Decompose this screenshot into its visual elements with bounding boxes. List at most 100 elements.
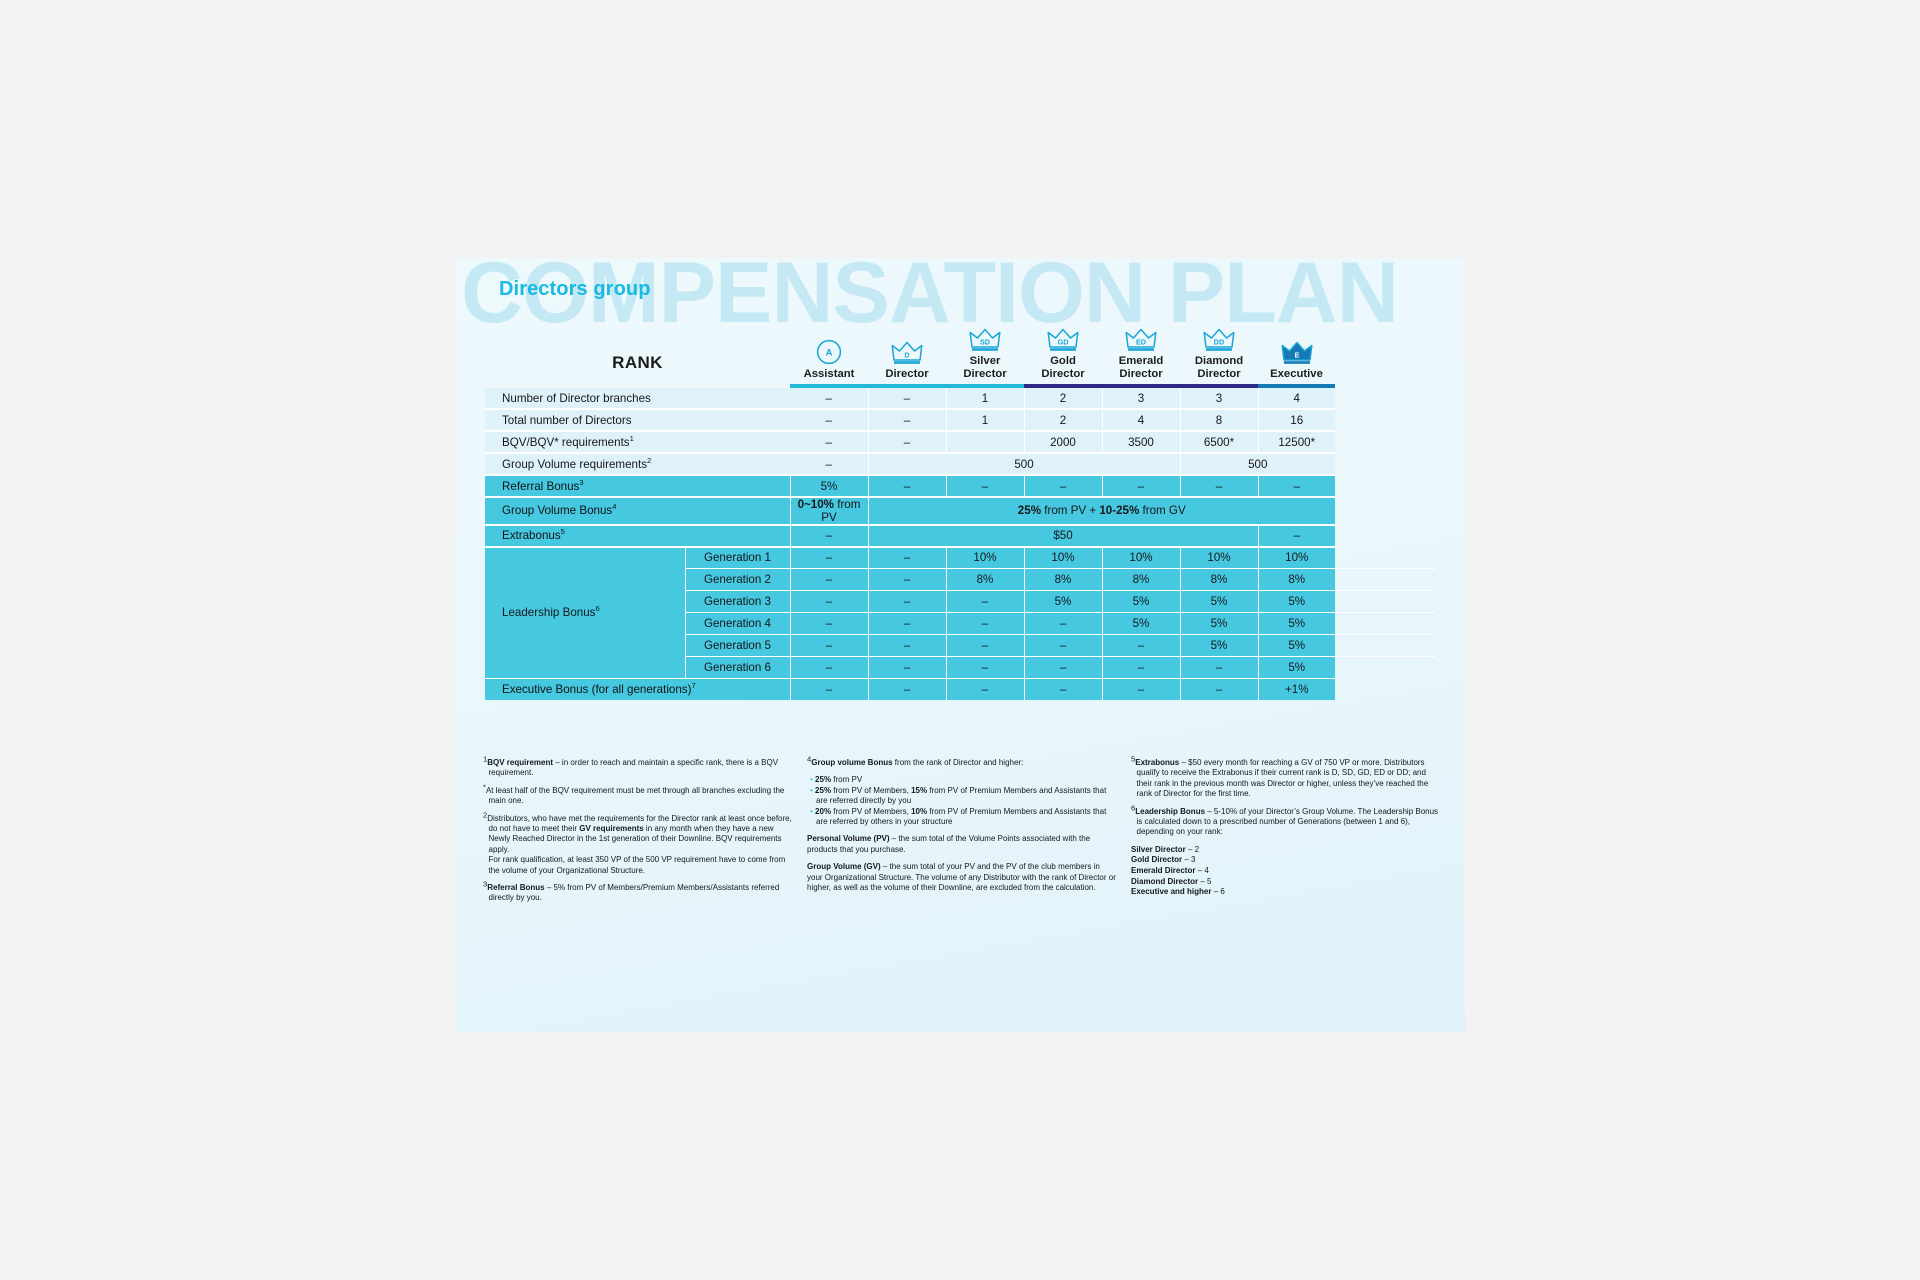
footnote-star-marker: * bbox=[483, 782, 486, 792]
rank-header-e[interactable]: E Executive bbox=[1258, 310, 1335, 384]
footnote-3-bold: Referral Bonus bbox=[487, 883, 545, 893]
rank-header-ed[interactable]: ED Emerald Director bbox=[1102, 310, 1180, 384]
cell-value: – bbox=[867, 388, 946, 409]
footnote-star-text: At least half of the BQV requirement mus… bbox=[485, 785, 785, 806]
table-row: Number of Director branches – –1 2 3 3 4 bbox=[485, 388, 1435, 409]
cell-value: 5% bbox=[1257, 613, 1335, 634]
cell-value: 25% from PV + 10-25% from GV bbox=[867, 497, 1335, 524]
cell-value: 6500* bbox=[1179, 431, 1258, 453]
leadership-generation-row: Generation 6– – – – – –5% bbox=[485, 657, 1435, 678]
svg-text:DD: DD bbox=[1214, 338, 1224, 347]
separator-line bbox=[485, 474, 1335, 476]
accent-cyan-segment bbox=[790, 384, 1024, 388]
row-separator bbox=[485, 567, 1435, 570]
cell-value: $50 bbox=[867, 525, 1258, 546]
separator-line bbox=[485, 408, 1335, 410]
cell-value: – bbox=[790, 388, 868, 409]
cell-value: – bbox=[789, 679, 868, 700]
cell-value: +1% bbox=[1257, 679, 1335, 700]
footnote-4-bullet-3: • 20% from PV of Members, 10% from PV of… bbox=[807, 807, 1117, 828]
generation-label: Generation 6 bbox=[684, 657, 790, 678]
watermark-text: COMPENSATION PLAN bbox=[461, 258, 1399, 341]
leadership-rank-list: Silver Director – 2 Gold Director – 3 Emer… bbox=[1131, 845, 1441, 898]
crown-shape: D bbox=[891, 341, 923, 364]
cell-value bbox=[945, 431, 1024, 453]
rank-header-gd[interactable]: GD Gold Director bbox=[1024, 310, 1102, 384]
table-body: Number of Director branches – –1 2 3 3 4 Total … bbox=[485, 388, 1435, 700]
rank-header-dd[interactable]: DD Diamond Director bbox=[1180, 310, 1258, 384]
footnote-3: 3Referral Bonus – 5% from PV of Members/… bbox=[483, 880, 793, 904]
cell-value: 5% bbox=[789, 475, 868, 497]
crown-shape: GD bbox=[1047, 329, 1079, 352]
rank-generations: – 2 bbox=[1185, 844, 1200, 854]
crown-shape: DD bbox=[1203, 329, 1235, 352]
svg-text:D: D bbox=[904, 350, 909, 359]
generation-label: Generation 2 bbox=[684, 569, 790, 590]
cell-value: – bbox=[945, 635, 1024, 656]
footnote-personal-volume: Personal Volume (PV) – the sum total of … bbox=[807, 834, 1117, 855]
footnote-5-bold: Extrabonus bbox=[1135, 758, 1180, 767]
row-label: Number of Director branches bbox=[485, 388, 790, 409]
crown-emerald-icon: ED bbox=[1102, 326, 1180, 352]
cell-value: – bbox=[1257, 475, 1335, 497]
table-row: Total number of Directors – –1 2 4 8 16 bbox=[485, 409, 1435, 431]
cell-value: 10% bbox=[1179, 547, 1258, 568]
generation-label: Generation 3 bbox=[684, 591, 790, 612]
cell-value: – bbox=[867, 613, 946, 634]
cell-value: 5% bbox=[1101, 591, 1180, 612]
page-title: Directors group bbox=[499, 278, 651, 300]
compensation-plan-page: COMPENSATION PLAN Directors group RANK A… bbox=[455, 258, 1465, 1032]
cell-value: – bbox=[789, 569, 868, 590]
cell-value: 10% bbox=[1023, 547, 1102, 568]
bullet-2-text-b: from PV of Premium Members and Assistant… bbox=[816, 785, 1107, 806]
cell-value: – bbox=[1101, 657, 1180, 678]
cell-value: 500 bbox=[867, 453, 1180, 475]
cell-value: – bbox=[867, 431, 946, 453]
cell-value: – bbox=[867, 591, 946, 612]
cell-value: 4 bbox=[1257, 388, 1335, 409]
separator-line bbox=[485, 523, 1335, 526]
leadership-rank-item: Emerald Director – 4 bbox=[1131, 866, 1441, 877]
table-row: Group Volume Bonus4 0~10% from PV 25% from… bbox=[485, 497, 1435, 524]
bullet-1-bold: 25% bbox=[815, 775, 832, 785]
generation-label: Generation 5 bbox=[684, 635, 790, 656]
cell-value: 8% bbox=[1257, 569, 1335, 590]
separator-line bbox=[485, 452, 1335, 454]
svg-text:GD: GD bbox=[1058, 338, 1069, 347]
footnote-marker: 4 bbox=[612, 502, 617, 512]
rank-header-sd[interactable]: SD Silver Director bbox=[946, 310, 1024, 384]
cell-value: – bbox=[790, 431, 868, 453]
leadership-generation-row: Leadership Bonus6 Generation 1– –10% 10% 10%… bbox=[485, 547, 1435, 678]
gv-text: – the sum total of your PV and the PV of… bbox=[807, 862, 1116, 893]
cell-value: 5% bbox=[1179, 591, 1258, 612]
separator-line bbox=[485, 545, 1335, 548]
cell-value: 3 bbox=[1179, 388, 1258, 409]
leadership-generation-row: Generation 5– – – – –5% 5% bbox=[485, 635, 1435, 656]
footnote-3-marker: 3 bbox=[483, 879, 488, 889]
cell-value: 8 bbox=[1179, 409, 1258, 431]
table-row: Extrabonus5– $50– bbox=[485, 525, 1435, 546]
cell-value: – bbox=[789, 613, 868, 634]
footnote-3-text: – 5% from PV of Members/Premium Members/… bbox=[488, 883, 780, 903]
crown-shape: SD bbox=[969, 329, 1001, 352]
bullet-2-bold-a: 25% bbox=[815, 785, 832, 795]
rank-header-a[interactable]: A Assistant bbox=[790, 310, 868, 384]
footnote-4-bold: Group volume Bonus bbox=[811, 758, 893, 767]
footnote-6: 6Leadership Bonus – 5-10% of your Direct… bbox=[1131, 804, 1441, 838]
rank-header-d[interactable]: D Director bbox=[868, 310, 946, 384]
footnote-column-3: 5Extrabonus – $50 every month for reachi… bbox=[1131, 755, 1441, 911]
row-label: Group Volume Bonus4 bbox=[485, 497, 790, 524]
cell-value: – bbox=[789, 657, 868, 678]
footnote-1-bold: BQV requirement bbox=[487, 758, 554, 767]
cell-value: 1 bbox=[945, 388, 1024, 409]
footnote-1: 1BQV requirement – in order to reach and… bbox=[483, 755, 793, 779]
footnote-column-2: 4Group volume Bonus from the rank of Dir… bbox=[807, 755, 1117, 911]
footnote-1-marker: 1 bbox=[483, 754, 488, 764]
cell-value: – bbox=[867, 635, 946, 656]
footnote-2: 2Distributors, who have met the requirem… bbox=[483, 811, 793, 876]
cell-value: – bbox=[1179, 475, 1258, 497]
separator-line bbox=[485, 677, 1335, 680]
cell-value: – bbox=[1023, 657, 1102, 678]
footnote-2-text-a: Distributors, who have met the requireme… bbox=[487, 813, 792, 834]
footnote-marker: 6 bbox=[595, 604, 600, 614]
